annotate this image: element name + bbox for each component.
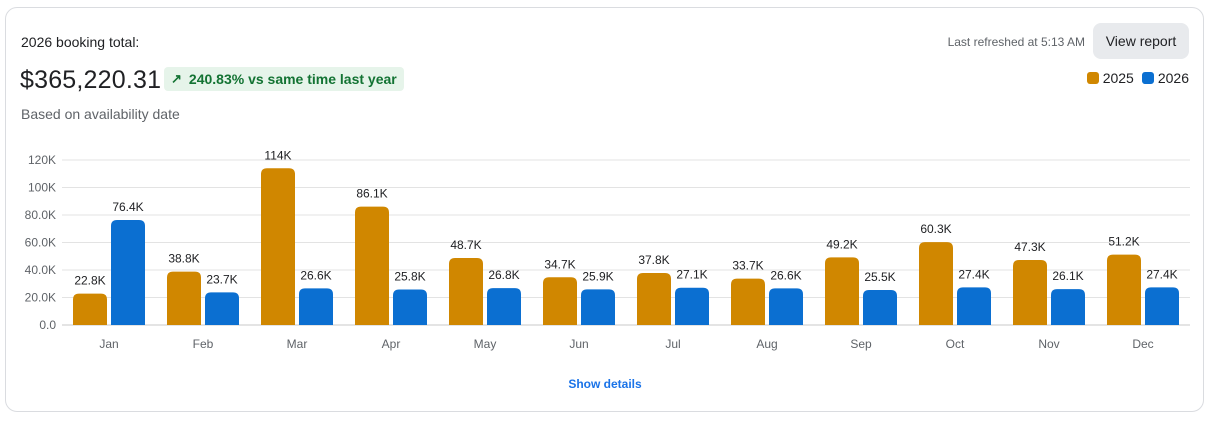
x-tick-label: Jan <box>99 337 118 351</box>
change-badge-text: 240.83% vs same time last year <box>188 71 397 87</box>
bar-2026-oct[interactable] <box>957 287 991 325</box>
bar-value-label: 25.9K <box>582 269 613 283</box>
bar-2026-nov[interactable] <box>1051 289 1085 325</box>
bar-value-label: 26.6K <box>770 268 801 282</box>
y-tick-label: 80.0K <box>25 208 56 222</box>
bar-value-label: 33.7K <box>732 259 763 273</box>
bar-value-label: 37.8K <box>638 253 669 267</box>
bar-value-label: 76.4K <box>112 200 143 214</box>
y-tick-label: 100K <box>28 181 56 195</box>
bar-2026-jan[interactable] <box>111 219 145 325</box>
bar-2025-jan[interactable] <box>73 293 107 325</box>
bar-value-label: 86.1K <box>356 187 387 201</box>
bar-2026-jul[interactable] <box>675 287 709 325</box>
show-details-link[interactable]: Show details <box>568 377 642 391</box>
x-tick-label: Mar <box>287 337 308 351</box>
x-tick-label: Feb <box>193 337 214 351</box>
bar-value-label: 26.1K <box>1052 269 1083 283</box>
y-tick-label: 40.0K <box>25 263 56 277</box>
bar-2026-sep[interactable] <box>863 289 897 325</box>
bar-2025-apr[interactable] <box>355 206 389 325</box>
y-tick-label: 0.0 <box>39 318 56 332</box>
x-tick-label: Nov <box>1038 337 1059 351</box>
bar-value-label: 23.7K <box>206 272 237 286</box>
legend-swatch-2026 <box>1141 72 1154 84</box>
x-tick-label: Oct <box>946 337 965 351</box>
legend-label: 2025 <box>1102 70 1134 86</box>
bar-value-label: 51.2K <box>1108 235 1139 249</box>
bar-2026-dec[interactable] <box>1145 287 1179 325</box>
show-details-container: Show details <box>0 377 1210 391</box>
bar-value-label: 34.7K <box>544 257 575 271</box>
x-tick-label: Apr <box>382 337 401 351</box>
legend-swatch-2025 <box>1086 72 1099 84</box>
bar-value-label: 27.4K <box>958 267 989 281</box>
bar-2025-oct[interactable] <box>919 242 953 325</box>
bar-value-label: 114K <box>264 148 291 162</box>
bar-2026-feb[interactable] <box>205 292 239 325</box>
bar-2025-nov[interactable] <box>1013 259 1047 325</box>
arrow-up-right-icon: ↗ <box>171 71 182 86</box>
bar-2025-feb[interactable] <box>167 271 201 325</box>
legend-label: 2026 <box>1157 70 1189 86</box>
change-badge: ↗ 240.83% vs same time last year <box>164 67 404 91</box>
x-tick-label: May <box>474 337 497 351</box>
bar-value-label: 47.3K <box>1014 240 1045 254</box>
bar-2025-jul[interactable] <box>637 273 671 325</box>
x-tick-label: Aug <box>756 337 777 351</box>
bar-2025-mar[interactable] <box>261 168 295 325</box>
bar-value-label: 60.3K <box>920 222 951 236</box>
booking-total-amount: $365,220.31 <box>20 66 162 94</box>
bar-value-label: 27.1K <box>676 268 707 282</box>
bar-2025-may[interactable] <box>449 258 483 325</box>
bar-value-label: 26.8K <box>488 268 519 282</box>
bar-2026-apr[interactable] <box>393 289 427 325</box>
x-tick-label: Jul <box>665 337 680 351</box>
bar-2026-mar[interactable] <box>299 288 333 325</box>
bar-value-label: 27.4K <box>1146 267 1177 281</box>
x-tick-label: Dec <box>1132 337 1153 351</box>
view-report-button[interactable]: View report <box>1093 23 1189 59</box>
bar-2025-dec[interactable] <box>1107 254 1141 325</box>
bar-2026-may[interactable] <box>487 288 521 325</box>
y-tick-label: 120K <box>28 153 56 167</box>
card-title: 2026 booking total: <box>21 34 140 50</box>
last-refreshed: Last refreshed at 5:13 AM <box>947 35 1085 49</box>
bar-value-label: 49.2K <box>826 237 857 251</box>
bar-value-label: 25.8K <box>394 270 425 284</box>
subtitle: Based on availability date <box>21 106 180 122</box>
bar-value-label: 26.6K <box>300 268 331 282</box>
bar-2025-jun[interactable] <box>543 277 577 325</box>
bar-value-label: 22.8K <box>74 274 105 288</box>
legend-item-2026[interactable]: 2026 <box>1141 70 1189 86</box>
bar-value-label: 25.5K <box>864 270 895 284</box>
bar-value-label: 38.8K <box>168 252 199 266</box>
chart-legend: 2025 2026 <box>1079 70 1189 86</box>
y-tick-label: 60.0K <box>25 236 56 250</box>
bar-value-label: 48.7K <box>450 238 481 252</box>
bar-2025-sep[interactable] <box>825 257 859 325</box>
bar-2026-aug[interactable] <box>769 288 803 325</box>
bar-2025-aug[interactable] <box>731 278 765 325</box>
legend-item-2025[interactable]: 2025 <box>1086 70 1134 86</box>
y-tick-label: 20.0K <box>25 291 56 305</box>
x-tick-label: Sep <box>850 337 872 351</box>
x-tick-label: Jun <box>569 337 588 351</box>
bar-2026-jun[interactable] <box>581 289 615 325</box>
